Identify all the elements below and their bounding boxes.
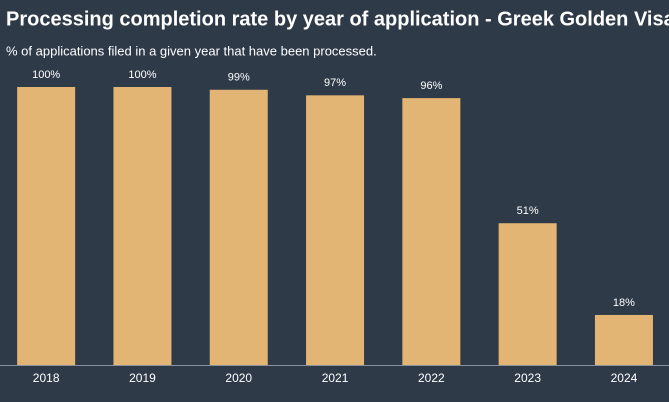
value-label: 99%: [228, 72, 250, 84]
bar: [402, 98, 461, 366]
x-tick-label: 2022: [418, 371, 445, 385]
bar: [306, 95, 365, 365]
x-tick-label: 2019: [129, 371, 156, 385]
value-label: 18%: [613, 297, 635, 309]
x-tick-label: 2018: [33, 371, 60, 385]
x-tick-label: 2024: [611, 371, 638, 385]
value-label: 100%: [32, 69, 60, 81]
bar: [209, 89, 268, 365]
bar: [498, 223, 557, 365]
chart-title: Processing completion rate by year of ap…: [6, 8, 669, 30]
x-tick-label: 2023: [514, 371, 541, 385]
value-label: 100%: [128, 69, 156, 81]
value-label: 96%: [420, 80, 442, 92]
x-tick-label: 2021: [322, 371, 349, 385]
bar: [17, 87, 76, 365]
x-tick-label: 2020: [225, 371, 252, 385]
value-label: 97%: [324, 77, 346, 89]
bar: [594, 314, 653, 365]
chart-subtitle: % of applications filed in a given year …: [6, 43, 377, 58]
value-label: 51%: [517, 205, 539, 217]
bar: [113, 87, 172, 365]
